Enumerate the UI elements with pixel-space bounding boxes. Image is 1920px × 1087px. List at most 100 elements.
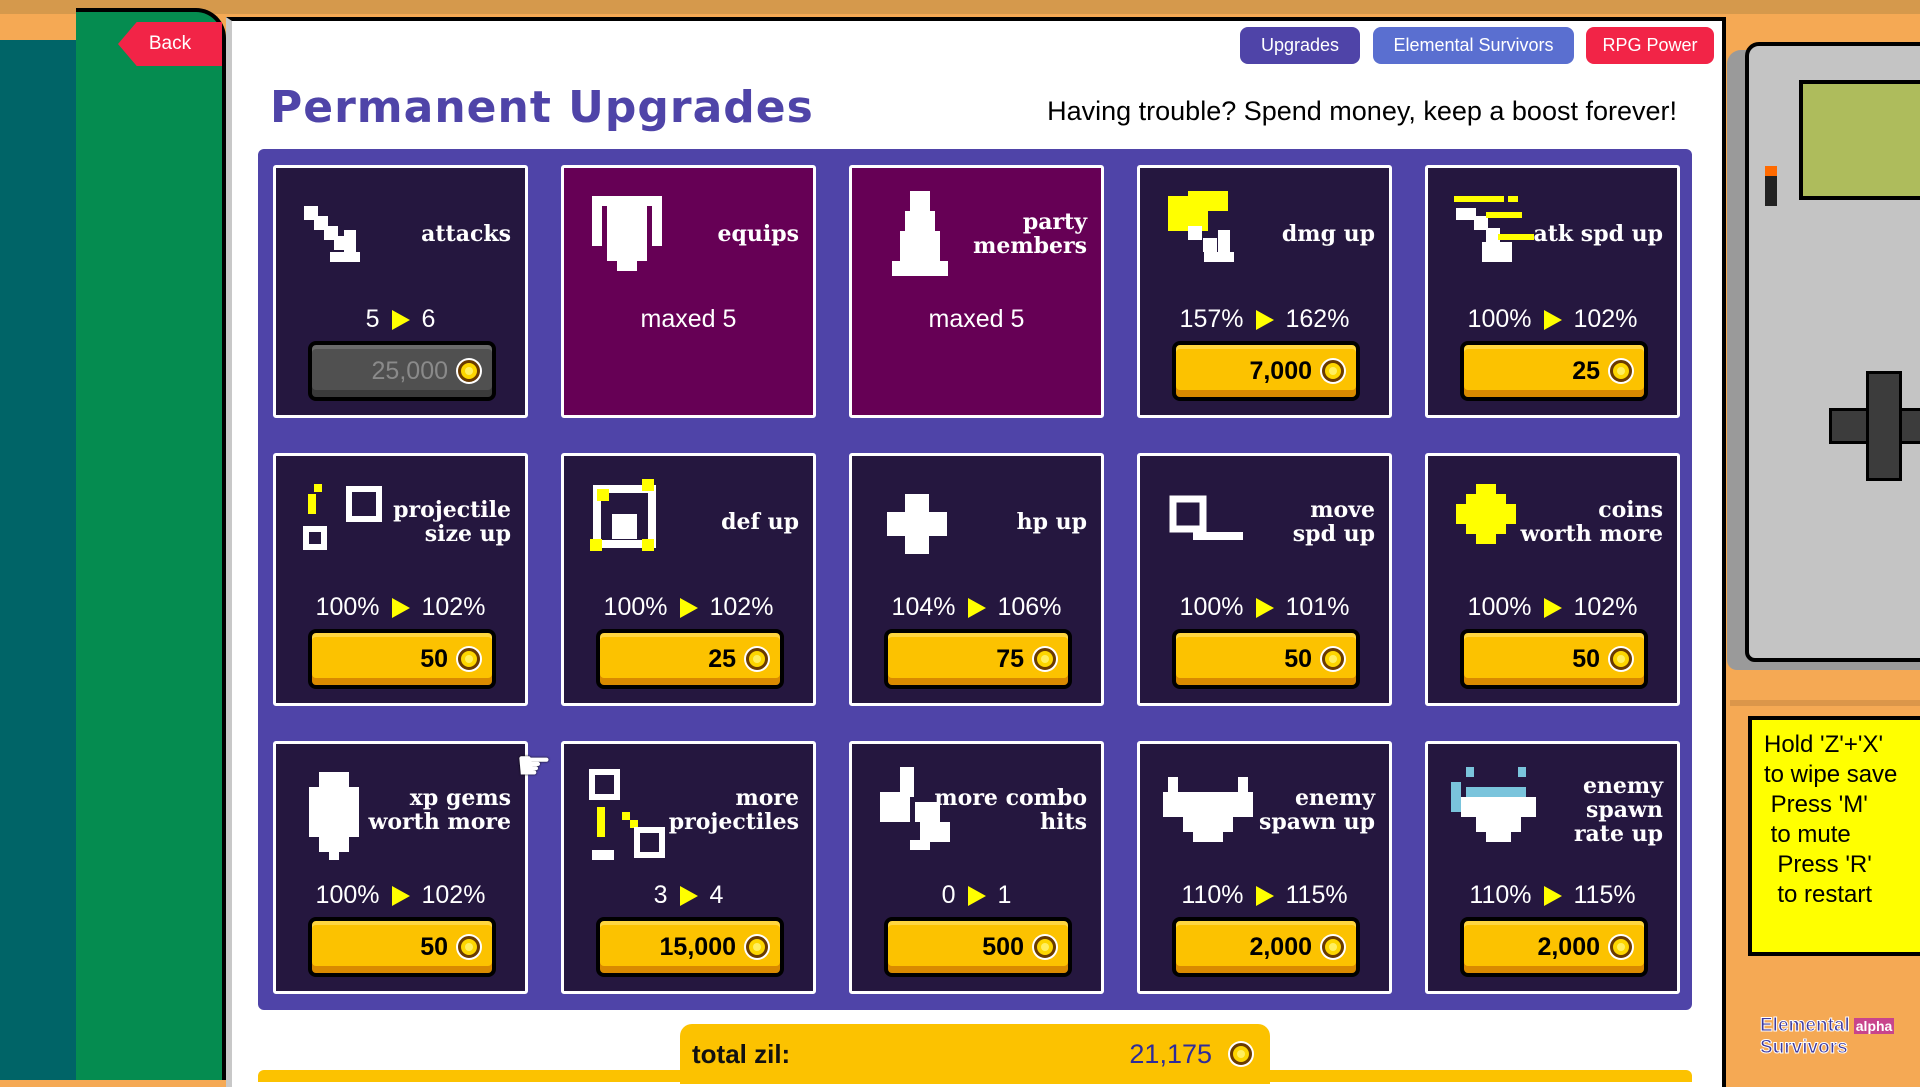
enemy-rate-icon: [1451, 767, 1536, 842]
upgrade-card-coins-worth-more: coins worth more 100% 102% 50: [1425, 453, 1680, 706]
coin-icon: [1322, 648, 1344, 670]
upgrade-card-dmg-up: dmg up 157% 162% 7,000: [1137, 165, 1392, 418]
upgrade-card-hp-up: hp up 104% 106% 75: [849, 453, 1104, 706]
pointer-hand-cursor-icon: ☛: [516, 744, 552, 788]
stat-next: 115%: [1285, 881, 1348, 909]
upgrade-label: def up: [721, 508, 799, 535]
gameboy-device: [1745, 42, 1920, 662]
stat-next: 106%: [997, 593, 1062, 621]
maxed-text: maxed 5: [928, 305, 1025, 333]
stat-current: 5: [365, 305, 380, 333]
desk-grain: [1730, 700, 1920, 706]
buy-button[interactable]: 15,000: [596, 917, 784, 977]
coin-icon: [458, 648, 480, 670]
cost-value: 50: [1284, 644, 1312, 673]
tab-upgrades[interactable]: Upgrades: [1240, 27, 1360, 64]
buy-button[interactable]: 50: [308, 629, 496, 689]
upgrade-card-projectile-size-up: projectile size up 100% 102% 50: [273, 453, 528, 706]
upgrade-stat: 100% 102%: [564, 593, 813, 622]
coin-icon: [746, 936, 768, 958]
upgrade-card-xp-gems-worth-more: xp gems worth more 100% 102% 50: [273, 741, 528, 994]
buy-button[interactable]: 50: [1460, 629, 1648, 689]
buy-button[interactable]: 50: [308, 917, 496, 977]
stat-current: 110%: [1181, 881, 1244, 909]
combo-hits-icon: [880, 767, 950, 850]
upgrade-label: enemy spawn rate up: [1573, 772, 1663, 847]
maxed-status: maxed 5: [852, 305, 1101, 334]
stat-next: 102%: [421, 593, 486, 621]
alpha-badge: alpha: [1853, 1018, 1895, 1034]
stat-next: 102%: [421, 881, 486, 909]
projectile-size-icon: [303, 484, 382, 550]
cost-value: 500: [982, 932, 1024, 961]
coin-icon: [458, 360, 480, 382]
upgrade-card-def-up: def up 100% 102% 25: [561, 453, 816, 706]
buy-button[interactable]: 2,000: [1172, 917, 1360, 977]
upgrade-label: party members: [973, 208, 1087, 259]
upgrade-card-move-spd-up: move spd up 100% 101% 50: [1137, 453, 1392, 706]
total-zil-bar: total zil: 21,175: [680, 1024, 1270, 1084]
stat-current: 110%: [1469, 881, 1532, 909]
coin-icon: [1610, 648, 1632, 670]
arrow-right-icon: [967, 597, 986, 618]
upgrade-label: enemy spawn up: [1259, 784, 1375, 835]
stat-current: 100%: [1467, 593, 1532, 621]
buy-button[interactable]: 7,000: [1172, 341, 1360, 401]
tab-elemental-survivors[interactable]: Elemental Survivors: [1373, 27, 1574, 64]
coin-icon: [1034, 936, 1056, 958]
upgrade-card-attacks: attacks 5 6 25,000: [273, 165, 528, 418]
buy-button[interactable]: 25: [596, 629, 784, 689]
arrow-right-icon: [679, 597, 698, 618]
arrow-right-icon: [1255, 309, 1274, 330]
coin-icon: [1456, 484, 1516, 544]
logo-row-1: Elemental alpha: [1760, 1015, 1895, 1037]
buy-button[interactable]: 25,000: [308, 341, 496, 401]
stat-next: 6: [421, 305, 436, 333]
maxed-text: maxed 5: [640, 305, 737, 333]
upgrade-stat: 110% 115%: [1140, 881, 1389, 910]
coin-icon: [458, 936, 480, 958]
page-subtitle: Having trouble? Spend money, keep a boos…: [1047, 96, 1677, 126]
upgrade-card-more-projectiles: more projectiles 3 4 15,000: [561, 741, 816, 994]
arrow-right-icon: [1543, 309, 1562, 330]
stat-current: 100%: [315, 593, 380, 621]
stat-current: 104%: [891, 593, 956, 621]
projectiles-icon: [589, 769, 665, 860]
upgrade-label: xp gems worth more: [368, 784, 511, 835]
arrow-right-icon: [391, 597, 410, 618]
buy-button[interactable]: 2,000: [1460, 917, 1648, 977]
tab-rpg-power[interactable]: RPG Power: [1586, 27, 1714, 64]
total-zil-label: total zil:: [692, 1038, 791, 1069]
upgrade-label: atk spd up: [1533, 220, 1663, 247]
buy-button[interactable]: 75: [884, 629, 1072, 689]
upgrade-label: more combo hits: [934, 784, 1087, 835]
stat-current: 100%: [1467, 305, 1532, 333]
back-button[interactable]: Back: [118, 22, 222, 66]
stat-current: 100%: [315, 881, 380, 909]
coin-icon: [1230, 1043, 1252, 1065]
coin-icon: [1034, 648, 1056, 670]
defense-icon: [590, 479, 656, 551]
shield-icon: [592, 196, 662, 271]
maxed-status: maxed 5: [564, 305, 813, 334]
buy-button[interactable]: 500: [884, 917, 1072, 977]
buy-button[interactable]: 50: [1172, 629, 1360, 689]
logo-line2: Survivors: [1760, 1037, 1849, 1059]
upgrade-stat: 157% 162%: [1140, 305, 1389, 334]
gameboy-screen: [1799, 80, 1920, 200]
upgrade-card-party-members: party members maxed 5: [849, 165, 1104, 418]
stat-current: 3: [653, 881, 668, 909]
upgrade-stat: 110% 115%: [1428, 881, 1677, 910]
cost-value: 2,000: [1249, 932, 1312, 961]
health-cross-icon: [887, 494, 947, 554]
enemy-icon: [1163, 777, 1253, 842]
cost-value: 50: [420, 932, 448, 961]
upgrade-card-enemy-spawn-rate-up: enemy spawn rate up 110% 115% 2,000: [1425, 741, 1680, 994]
upgrade-label: attacks: [421, 220, 511, 247]
stat-next: 115%: [1573, 881, 1636, 909]
buy-button[interactable]: 25: [1460, 341, 1648, 401]
speed-sword-icon: [1454, 196, 1534, 262]
stat-current: 100%: [1179, 593, 1244, 621]
